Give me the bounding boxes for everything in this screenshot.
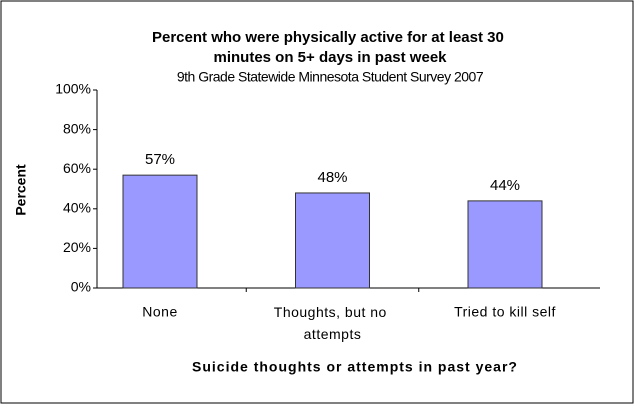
value-label: 44% [490,177,520,194]
x-tick-label: None [142,304,177,320]
y-tick-label: 0% [71,279,91,295]
bar [122,174,198,289]
y-tick-label: 100% [55,81,91,97]
chart-title: Percent who were physically active for a… [152,29,508,66]
y-tick-label: 80% [63,120,91,136]
value-label: 57% [145,151,175,168]
x-tick-label: Thoughts, but no attempts [274,304,391,342]
y-tick-label: 20% [63,239,91,255]
x-tick-label: Tried to kill self [454,304,556,320]
bar [467,200,543,289]
y-tick-label: 40% [63,200,91,216]
value-label: 48% [317,169,347,186]
y-tick-label: 60% [63,160,91,176]
x-axis-label: Suicide thoughts or attempts in past yea… [192,359,518,375]
y-axis-label: Percent [13,164,29,216]
bar [295,192,370,289]
chart-subtitle: 9th Grade Statewide Minnesota Student Su… [177,69,484,85]
